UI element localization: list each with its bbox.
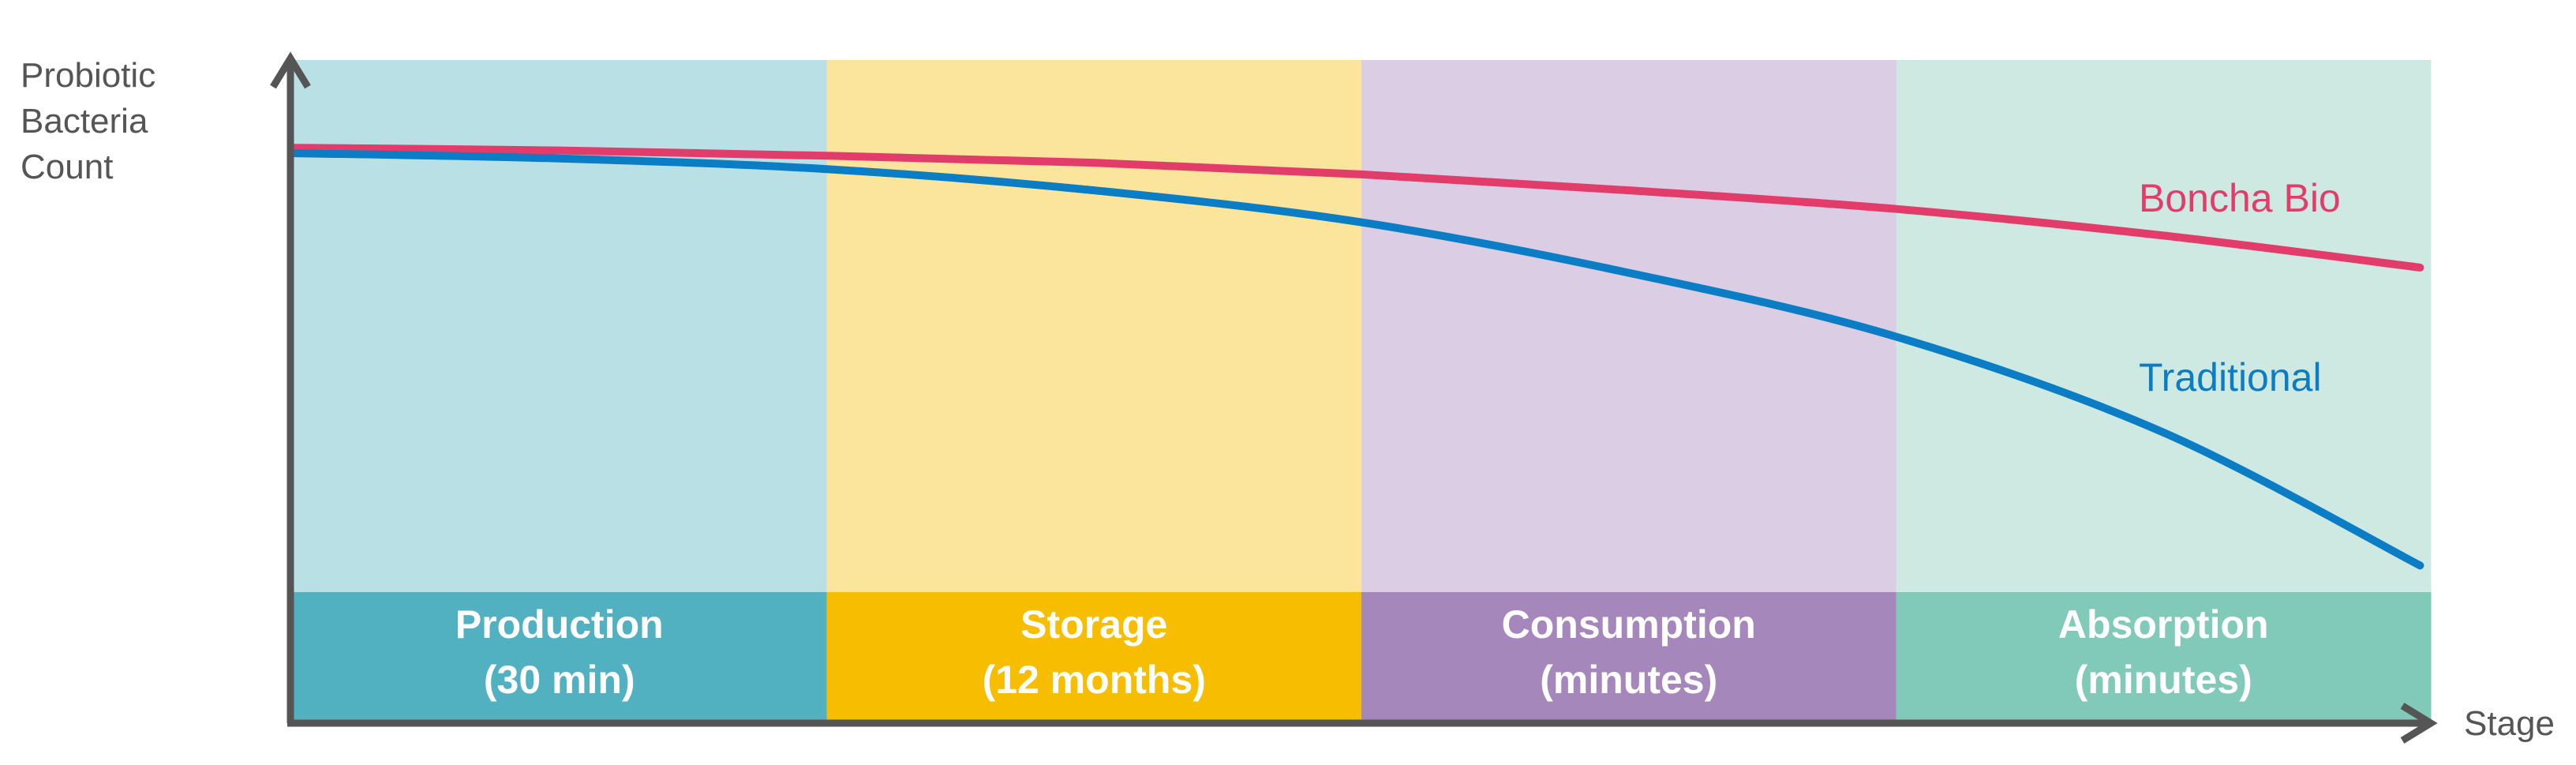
stage-label-2-line-1: Storage [1020,602,1167,647]
stage-label-4-line-2: (minutes) [2075,658,2252,702]
series-label-boncha-bio: Boncha Bio [2139,176,2341,220]
axes [270,51,2438,744]
stage-label-3-line-1: Consumption [1502,602,1756,647]
y-axis-label-line-1: Probiotic [21,56,155,95]
stage-label-1-line-1: Production [455,602,664,647]
series-label-traditional: Traditional [2139,355,2322,399]
stage-background-2 [826,60,1362,592]
stage-background-1 [292,60,827,592]
series-line-boncha-bio [288,144,2424,272]
series-line-traditional [288,149,2424,570]
stage-label-bands: Production (30 min) Storage (12 months) Cons… [292,592,2432,721]
stage-background-bands [292,60,2432,592]
y-axis-label-line-2: Bacteria [21,102,148,141]
series-labels: Boncha Bio Traditional [2139,176,2341,399]
stage-band-2 [826,592,1362,721]
x-axis-arrowhead [2400,703,2438,744]
stage-label-1-line-2: (30 min) [484,658,635,702]
stage-band-1 [292,592,827,721]
series-lines [288,144,2424,570]
y-axis-label: Probiotic Bacteria Count [21,56,155,186]
stage-background-4 [1896,60,2432,592]
x-axis-label: Stage [2464,704,2555,743]
stage-label-4-line-1: Absorption [2058,602,2269,647]
stage-band-4 [1896,592,2432,721]
stage-label-3-line-2: (minutes) [1540,658,1717,702]
y-axis-arrowhead [270,51,311,89]
stage-label-2-line-2: (12 months) [983,658,1206,702]
y-axis-label-line-3: Count [21,148,113,186]
stage-background-3 [1361,60,1896,592]
stage-band-3 [1361,592,1896,721]
